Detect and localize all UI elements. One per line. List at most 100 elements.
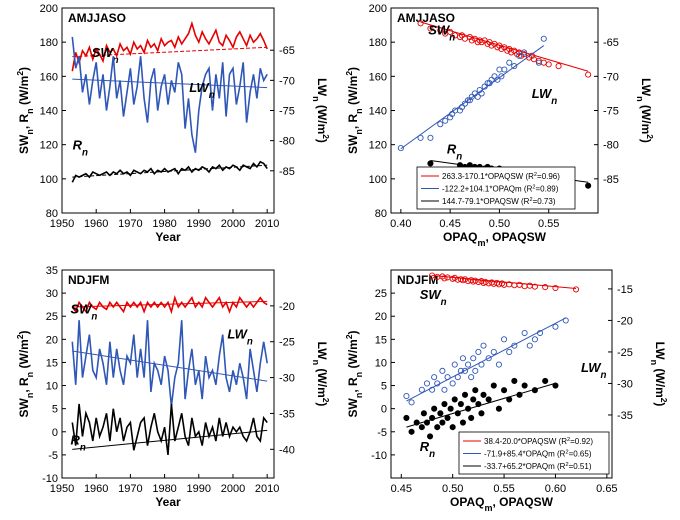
x-tick-label: 1950 xyxy=(50,218,74,230)
data-point xyxy=(504,47,511,54)
x-tick-label: 0.50 xyxy=(489,218,510,230)
x-tick-label: 1980 xyxy=(152,218,176,230)
data-point xyxy=(506,348,513,355)
data-point xyxy=(470,396,477,403)
series-label: LWn xyxy=(581,360,607,381)
data-point xyxy=(427,25,434,32)
data-point xyxy=(540,35,547,42)
y-right-tick-label: -85 xyxy=(603,174,619,186)
series-r-n: Rn xyxy=(70,403,268,455)
legend-entry: 263.3-170.1*OPAQSW (R2=0.96) xyxy=(442,172,560,181)
legend-entry: -122.2+104.1*OPAQm (R2=0.89) xyxy=(442,185,559,194)
y-tick-label: -10 xyxy=(42,473,58,485)
y-tick-label: 15 xyxy=(46,357,58,369)
data-point xyxy=(423,380,431,387)
x-tick-label: 1960 xyxy=(84,218,108,230)
y-tick-label: 15 xyxy=(375,334,387,346)
x-tick-label: 1980 xyxy=(152,483,176,495)
data-point xyxy=(472,387,479,394)
y-tick-label: 100 xyxy=(369,174,387,186)
series-label: LWn xyxy=(189,80,215,101)
y-tick-label: 10 xyxy=(46,381,58,393)
x-tick-label: 0.65 xyxy=(596,483,617,495)
data-point xyxy=(552,382,559,389)
y-tick-label: 140 xyxy=(40,106,58,118)
data-point xyxy=(531,283,538,290)
data-point xyxy=(427,160,434,167)
y-tick-label: 25 xyxy=(46,311,58,323)
y-tick-label: 0 xyxy=(381,404,387,416)
y-right-tick-label: -80 xyxy=(279,136,295,148)
y-tick-label: 5 xyxy=(381,381,387,393)
data-point xyxy=(451,396,458,403)
x-tick-label: 2000 xyxy=(221,218,245,230)
y-right-tick-label: -65 xyxy=(603,37,619,49)
x-tick-label: 1950 xyxy=(50,483,74,495)
plot-frame xyxy=(61,7,275,214)
y-right-tick-label: -70 xyxy=(603,71,619,83)
x-axis-label: Year xyxy=(155,495,181,509)
data-point xyxy=(545,61,552,68)
y-right-tick-label: -25 xyxy=(279,337,295,349)
series-label: Rn xyxy=(70,433,85,454)
data-point xyxy=(540,59,547,66)
plot-frame xyxy=(390,269,613,479)
panel-amjjaso-time: 1950 1960 1970 1980 1990 2000 2010 80 100 120 140 1… xyxy=(15,3,331,244)
x-axis-label: Year xyxy=(155,230,181,244)
data-point xyxy=(506,59,513,66)
y-tick-label: 200 xyxy=(369,3,387,15)
data-point xyxy=(585,182,592,189)
y-tick-label: 140 xyxy=(369,106,387,118)
data-point xyxy=(490,382,497,389)
y-tick-label: 20 xyxy=(375,311,387,323)
data-point xyxy=(451,361,458,368)
data-point xyxy=(480,391,487,398)
y-tick-label: 180 xyxy=(369,37,387,49)
data-point xyxy=(431,405,438,412)
series-sw-n: SWn xyxy=(420,272,580,308)
y-right-tick-label: -30 xyxy=(617,378,633,390)
series-line xyxy=(71,294,268,315)
y-tick-label: 35 xyxy=(46,265,58,277)
data-point xyxy=(470,355,477,362)
y-right-tick-label: -25 xyxy=(617,347,633,359)
data-point xyxy=(485,396,492,403)
data-point xyxy=(521,49,528,56)
y-axis-label-right: LWn (W/m2) xyxy=(311,342,331,407)
legend-box xyxy=(458,431,610,475)
series-label: Rn xyxy=(73,137,88,158)
legend-entry: 38.4-20.0*OPAQSW (R2=0.92) xyxy=(484,437,593,446)
series-sw-n: SWn xyxy=(71,20,268,72)
y-tick-label: 80 xyxy=(46,208,58,220)
data-point xyxy=(531,336,538,343)
x-axis-label: OPAQm, OPAQSW xyxy=(443,230,547,248)
y-right-tick-label: -80 xyxy=(603,140,619,152)
y-right-tick-label: -70 xyxy=(279,75,295,87)
trend-line xyxy=(432,275,577,289)
y-tick-label: 30 xyxy=(46,288,58,300)
data-point xyxy=(417,20,424,27)
data-point xyxy=(461,35,468,42)
data-point xyxy=(449,380,456,387)
data-point xyxy=(468,374,475,381)
panel-label: NDJFM xyxy=(68,273,109,287)
data-point xyxy=(491,73,498,80)
data-point xyxy=(418,386,425,393)
data-point xyxy=(441,386,448,393)
data-point xyxy=(542,284,549,291)
data-point xyxy=(508,49,515,56)
x-tick-label: 0.50 xyxy=(442,483,463,495)
data-point xyxy=(461,391,469,398)
x-axis-label: OPAQm, OPAQSW xyxy=(450,495,554,513)
series-lw-n: LWn xyxy=(403,317,607,406)
trend-line xyxy=(72,164,268,178)
data-point xyxy=(516,52,523,59)
series-lw-n: LWn xyxy=(71,36,268,153)
data-point xyxy=(542,377,549,384)
y-right-tick-label: -85 xyxy=(279,166,295,178)
data-point xyxy=(437,410,444,417)
y-right-tick-label: -30 xyxy=(279,373,295,385)
data-point xyxy=(498,45,505,53)
data-point xyxy=(475,348,482,355)
trend-line xyxy=(72,46,268,58)
